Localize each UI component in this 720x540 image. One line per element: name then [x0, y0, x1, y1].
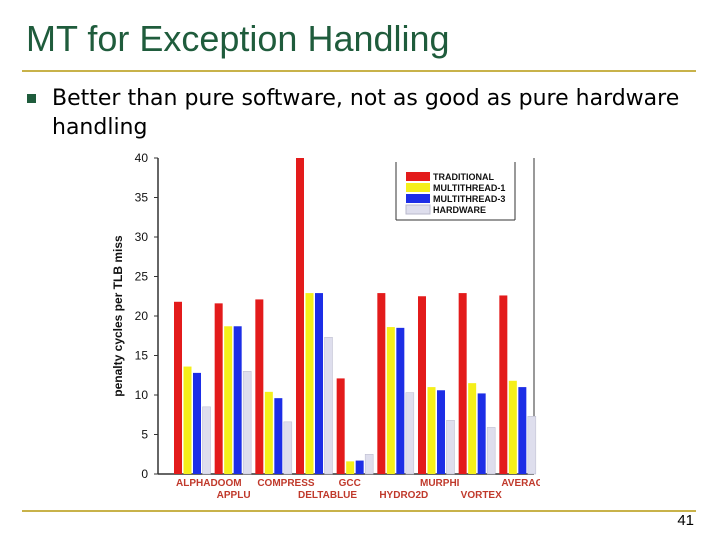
y-tick-label: 5	[141, 428, 148, 442]
x-tick-label: DELTABLUE	[298, 490, 357, 501]
bar	[242, 371, 252, 475]
x-tick-label: MURPHI	[420, 478, 460, 489]
bar	[174, 301, 182, 474]
bar	[386, 327, 395, 474]
y-tick-label: 0	[141, 467, 148, 481]
bar	[264, 391, 273, 474]
bar	[224, 326, 233, 474]
y-tick-label: 35	[135, 191, 149, 205]
bar	[193, 372, 201, 474]
y-tick-label: 25	[135, 270, 149, 284]
slide-title: MT for Exception Handling	[26, 18, 450, 59]
bar	[355, 460, 364, 474]
bullet-square-icon	[27, 94, 36, 103]
y-tick-label: 15	[135, 349, 149, 363]
x-tick-label: ALPHADOOM	[176, 478, 242, 489]
bar	[377, 293, 386, 474]
bar	[346, 461, 355, 474]
bar	[458, 293, 467, 474]
bar	[315, 293, 323, 474]
bar	[183, 366, 192, 474]
bar	[518, 387, 527, 474]
x-tick-label: HYDRO2D	[379, 490, 428, 501]
legend: TRADITIONALMULTITHREAD-1MULTITHREAD-3HAR…	[395, 162, 516, 221]
legend-label: HARDWARE	[433, 205, 486, 215]
bar	[527, 416, 537, 475]
x-tick-label: AVERAGE	[501, 478, 540, 489]
y-tick-label: 10	[135, 388, 149, 402]
bar	[499, 295, 508, 474]
x-tick-label: APPLU	[217, 490, 251, 501]
legend-swatch	[406, 183, 430, 192]
bar	[446, 420, 455, 475]
legend-label: MULTITHREAD-3	[433, 194, 505, 204]
bar	[427, 387, 436, 474]
legend-swatch	[406, 172, 430, 181]
title-divider	[22, 70, 696, 72]
bar	[255, 299, 264, 474]
footer-divider	[22, 510, 696, 512]
x-tick-label: GCC	[339, 478, 361, 489]
bar	[283, 421, 293, 475]
y-tick-label: 40	[135, 151, 149, 165]
legend-label: MULTITHREAD-1	[433, 183, 505, 193]
legend-swatch	[406, 194, 430, 203]
bar	[437, 390, 445, 474]
y-tick-label: 20	[135, 309, 149, 323]
page-number: 41	[677, 512, 694, 529]
bar	[296, 158, 304, 474]
bar	[305, 293, 314, 474]
legend-label: TRADITIONAL	[433, 172, 494, 182]
legend-swatch	[405, 204, 431, 215]
bullet-text: Better than pure software, not as good a…	[52, 86, 680, 140]
y-tick-label: 30	[135, 230, 149, 244]
bar	[418, 296, 426, 474]
bar-chart: 0 5 10 15 20 25 30 35 40 penalty cycles per TLB m…	[111, 151, 540, 501]
bar	[202, 406, 211, 475]
bar	[233, 326, 242, 474]
bar	[477, 393, 486, 474]
bar	[214, 303, 223, 474]
bar	[324, 337, 333, 475]
bar	[364, 454, 374, 475]
x-tick-label: COMPRESS	[257, 478, 315, 489]
y-axis-label: penalty cycles per TLB miss	[111, 235, 125, 397]
bar	[405, 392, 415, 475]
bar	[508, 380, 517, 474]
bar	[486, 427, 496, 475]
bar	[336, 378, 345, 474]
x-tick-label: VORTEX	[461, 490, 502, 501]
bar	[274, 398, 283, 474]
bar	[468, 383, 477, 474]
bar	[396, 327, 405, 474]
